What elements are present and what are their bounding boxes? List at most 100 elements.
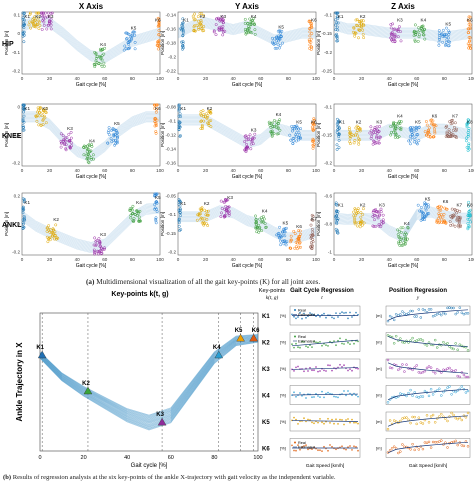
timing-point bbox=[323, 369, 325, 372]
keypoint-sample bbox=[399, 120, 403, 124]
position-unit: [m] bbox=[376, 419, 382, 424]
keypoint-sample bbox=[205, 210, 209, 213]
row-title: ANKLE bbox=[2, 222, 26, 229]
keypoint-sample bbox=[38, 106, 42, 110]
position-point bbox=[388, 419, 392, 422]
keypoint-sample bbox=[468, 25, 472, 29]
timing-point bbox=[301, 446, 303, 448]
keypoint-sample bbox=[407, 139, 411, 143]
keypoint-sample bbox=[298, 229, 302, 233]
keypoint-sample bbox=[114, 129, 118, 133]
keypoint-label: K3 bbox=[227, 195, 233, 200]
keypoint-sample bbox=[223, 214, 227, 218]
keypoint-sample bbox=[193, 29, 197, 33]
keypoint-sample bbox=[334, 28, 338, 32]
position-point bbox=[456, 348, 459, 352]
trajectory-line bbox=[333, 24, 473, 38]
keypoint-sample bbox=[123, 44, 127, 48]
keypoint-sample bbox=[102, 61, 106, 65]
keypoint-sample bbox=[422, 214, 426, 218]
keypoint-sample bbox=[154, 217, 158, 221]
trajectory-line bbox=[178, 215, 317, 244]
position-point bbox=[401, 363, 404, 366]
position-point bbox=[425, 414, 429, 417]
position-point bbox=[411, 442, 414, 446]
keypoint-sample bbox=[21, 218, 25, 222]
keypoint-sample bbox=[391, 39, 395, 43]
keypoint-sample bbox=[275, 35, 279, 39]
keypoint-sample bbox=[397, 242, 401, 245]
y-tick-label: -0.18 bbox=[166, 41, 177, 46]
keypoint-sample bbox=[100, 54, 104, 58]
keypoint-sample bbox=[280, 29, 284, 33]
x-tick-label: 100 bbox=[156, 168, 164, 173]
keypoint-sample bbox=[44, 121, 48, 125]
keypoint-sample bbox=[455, 208, 459, 212]
keypoint-sample bbox=[245, 27, 249, 31]
keypoint-sample bbox=[201, 127, 204, 130]
position-point bbox=[415, 315, 418, 318]
keypoint-sample bbox=[181, 44, 185, 48]
trajectory-line bbox=[333, 212, 472, 238]
keypoint-sample bbox=[179, 115, 183, 118]
keypoint-sample bbox=[153, 103, 156, 107]
keypoint-sample bbox=[347, 126, 351, 130]
keypoint-sample bbox=[335, 25, 339, 29]
keypoint-sample bbox=[46, 240, 50, 244]
keypoint-sample bbox=[263, 222, 267, 226]
keypoint-sample bbox=[203, 208, 207, 212]
trajectory-line bbox=[334, 126, 473, 133]
position-point bbox=[409, 448, 412, 451]
trajectory-line bbox=[178, 212, 317, 241]
trajectory-line bbox=[177, 22, 316, 41]
position-point bbox=[390, 366, 394, 370]
x-axis-label: Gait cycle [%] bbox=[76, 263, 107, 269]
keypoint-sample bbox=[63, 136, 67, 140]
keypoint-sample bbox=[221, 21, 225, 25]
keypoint-sample bbox=[110, 140, 114, 144]
keypoint-sample bbox=[284, 226, 288, 230]
keypoint-sample bbox=[335, 218, 339, 222]
keypoint-sample bbox=[352, 141, 356, 145]
col-title-keypoints: Key-points bbox=[259, 288, 286, 294]
regression-row-label: K1 bbox=[262, 314, 270, 320]
position-point bbox=[464, 391, 468, 394]
x-axis-label: Gait cycle [%] bbox=[232, 263, 263, 269]
keypoint-sample bbox=[445, 26, 448, 30]
position-point bbox=[419, 421, 423, 424]
keypoint-sample bbox=[133, 33, 137, 37]
keypoint-sample bbox=[355, 211, 359, 215]
timing-point bbox=[343, 423, 345, 426]
timing-point bbox=[325, 392, 327, 395]
keypoint-sample bbox=[393, 32, 397, 36]
keypoint-sample bbox=[268, 123, 272, 127]
y-tick-label: -0.8 bbox=[324, 222, 332, 227]
keypoint-label: K3 bbox=[251, 127, 257, 132]
subplot: -0.08 -0.1 -0.12 -0.14 -0.160 20 40 60 80 100 Gait… bbox=[160, 103, 320, 180]
col-title-position: Position Regression bbox=[389, 288, 447, 294]
keypoint-sample bbox=[21, 17, 25, 21]
keypoint-sample bbox=[437, 40, 441, 44]
keypoint-sample bbox=[459, 224, 463, 228]
timing-point bbox=[299, 311, 301, 314]
keypoint-sample bbox=[392, 28, 396, 32]
keypoint-sample bbox=[246, 21, 250, 25]
keypoint-sample bbox=[335, 143, 339, 147]
keypoint-sample bbox=[357, 28, 361, 32]
keypoint-sample bbox=[353, 138, 357, 142]
keypoint-label: K2 bbox=[360, 203, 366, 208]
timing-point bbox=[327, 345, 329, 347]
keypoint-sample bbox=[432, 123, 436, 127]
keypoint-label: K2 bbox=[200, 14, 206, 19]
position-unit: [m] bbox=[376, 393, 382, 398]
keypoint-sample bbox=[245, 142, 248, 146]
legend-estimated: Estimated bbox=[298, 340, 315, 344]
position-point bbox=[388, 449, 392, 452]
keypoint-sample bbox=[312, 127, 316, 131]
y-axis-label: Position [m] bbox=[160, 31, 165, 55]
keypoint-sample bbox=[87, 161, 91, 165]
keypoint-sample bbox=[466, 27, 470, 31]
keypoint-sample bbox=[281, 233, 285, 237]
x-axis-label: Gait cycle [%] bbox=[131, 463, 168, 469]
